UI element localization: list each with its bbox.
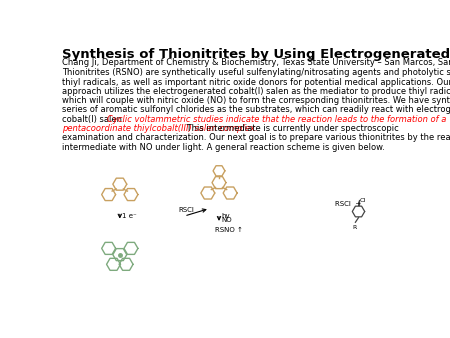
Text: thiyl radicals, as well as important nitric oxide donors for potential medical a: thiyl radicals, as well as important nit… — [63, 78, 450, 87]
Text: approach utilizes the electrogenerated cobalt(I) salen as the mediator to produc: approach utilizes the electrogenerated c… — [63, 87, 450, 96]
Text: cobalt(I) salen.: cobalt(I) salen. — [63, 115, 128, 124]
Text: RSCl  +: RSCl + — [335, 201, 361, 207]
Text: Synthesis of Thionitrites by Using Electrogenerated Cobalt(I) Salen as the Media: Synthesis of Thionitrites by Using Elect… — [63, 48, 450, 61]
Text: hv: hv — [221, 213, 230, 219]
Text: This intermediate is currently under spectroscopic: This intermediate is currently under spe… — [184, 124, 399, 133]
Text: series of aromatic sulfonyl chlorides as the substrates, which can readily react: series of aromatic sulfonyl chlorides as… — [63, 105, 450, 115]
Text: which will couple with nitric oxide (NO) to form the corresponding thionitrites.: which will couple with nitric oxide (NO)… — [63, 96, 450, 105]
Text: 1 e⁻: 1 e⁻ — [122, 213, 137, 219]
Text: Thionitrites (RSNO) are synthetically useful sulfenylating/nitrosating agents an: Thionitrites (RSNO) are synthetically us… — [63, 68, 450, 77]
Text: Cyclic voltammetric studies indicate that the reaction leads to the formation of: Cyclic voltammetric studies indicate tha… — [107, 115, 446, 124]
Text: RSCl: RSCl — [179, 207, 194, 213]
Text: NO: NO — [221, 217, 232, 223]
Text: pentacoordinate thiylcobalt(III) salen complex.: pentacoordinate thiylcobalt(III) salen c… — [63, 124, 258, 133]
Text: Cl: Cl — [360, 198, 366, 203]
Text: examination and characterization. Our next goal is to prepare various thionitrit: examination and characterization. Our ne… — [63, 134, 450, 142]
Text: intermediate with NO under light. A general reaction scheme is given below.: intermediate with NO under light. A gene… — [63, 143, 385, 152]
Text: RSNO ↑: RSNO ↑ — [215, 227, 243, 233]
Text: Chang Ji, Department of Chemistry & Biochemistry, Texas State University – San M: Chang Ji, Department of Chemistry & Bioc… — [63, 57, 450, 67]
Text: R: R — [352, 225, 356, 231]
